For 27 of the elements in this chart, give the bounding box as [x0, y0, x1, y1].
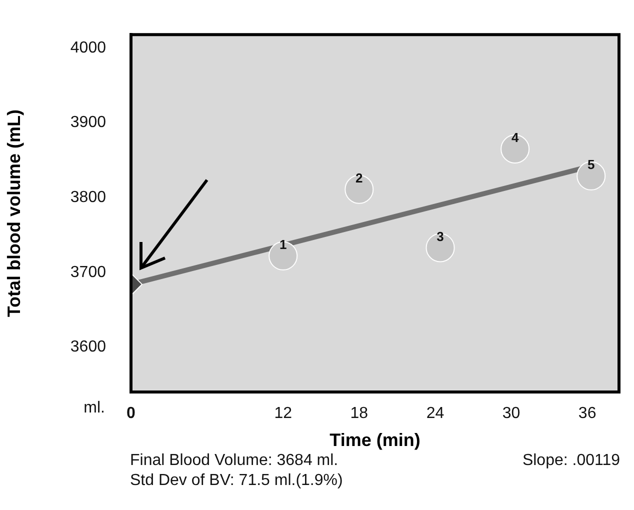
y-axis-title: Total blood volume (mL) — [4, 109, 24, 318]
x-tick-label: 24 — [426, 405, 444, 422]
y-tick-label: 3900 — [70, 114, 106, 132]
point — [268, 241, 298, 270]
point — [576, 161, 606, 190]
annotation: 2 — [356, 170, 363, 186]
text: ml. — [84, 399, 105, 416]
y-tick-label: 3700 — [70, 264, 106, 281]
text: Std Dev of BV: 71.5 ml.(1.9%) — [130, 472, 344, 490]
point — [344, 174, 374, 204]
annotation: 3 — [436, 228, 444, 244]
text: Slope: .00119 — [522, 452, 620, 470]
x-tick-label: 30 — [502, 405, 520, 422]
x-axis-title: Time (min) — [330, 430, 420, 450]
annotation: 5 — [587, 156, 595, 172]
annotation: 4 — [511, 130, 520, 146]
y-tick-label: 4000 — [70, 39, 106, 56]
text: Final Blood Volume: 3684 ml. — [130, 452, 340, 470]
annotation: 1 — [279, 236, 287, 252]
x-tick-label: 18 — [350, 405, 368, 422]
y-tick-label: 3600 — [70, 338, 106, 356]
x-tick-label: 0 — [126, 405, 136, 422]
point — [426, 233, 455, 262]
x-tick-label: 36 — [578, 405, 596, 422]
y-tick-label: 3800 — [70, 189, 106, 206]
x-tick-label: 12 — [274, 405, 292, 422]
point — [500, 134, 530, 164]
